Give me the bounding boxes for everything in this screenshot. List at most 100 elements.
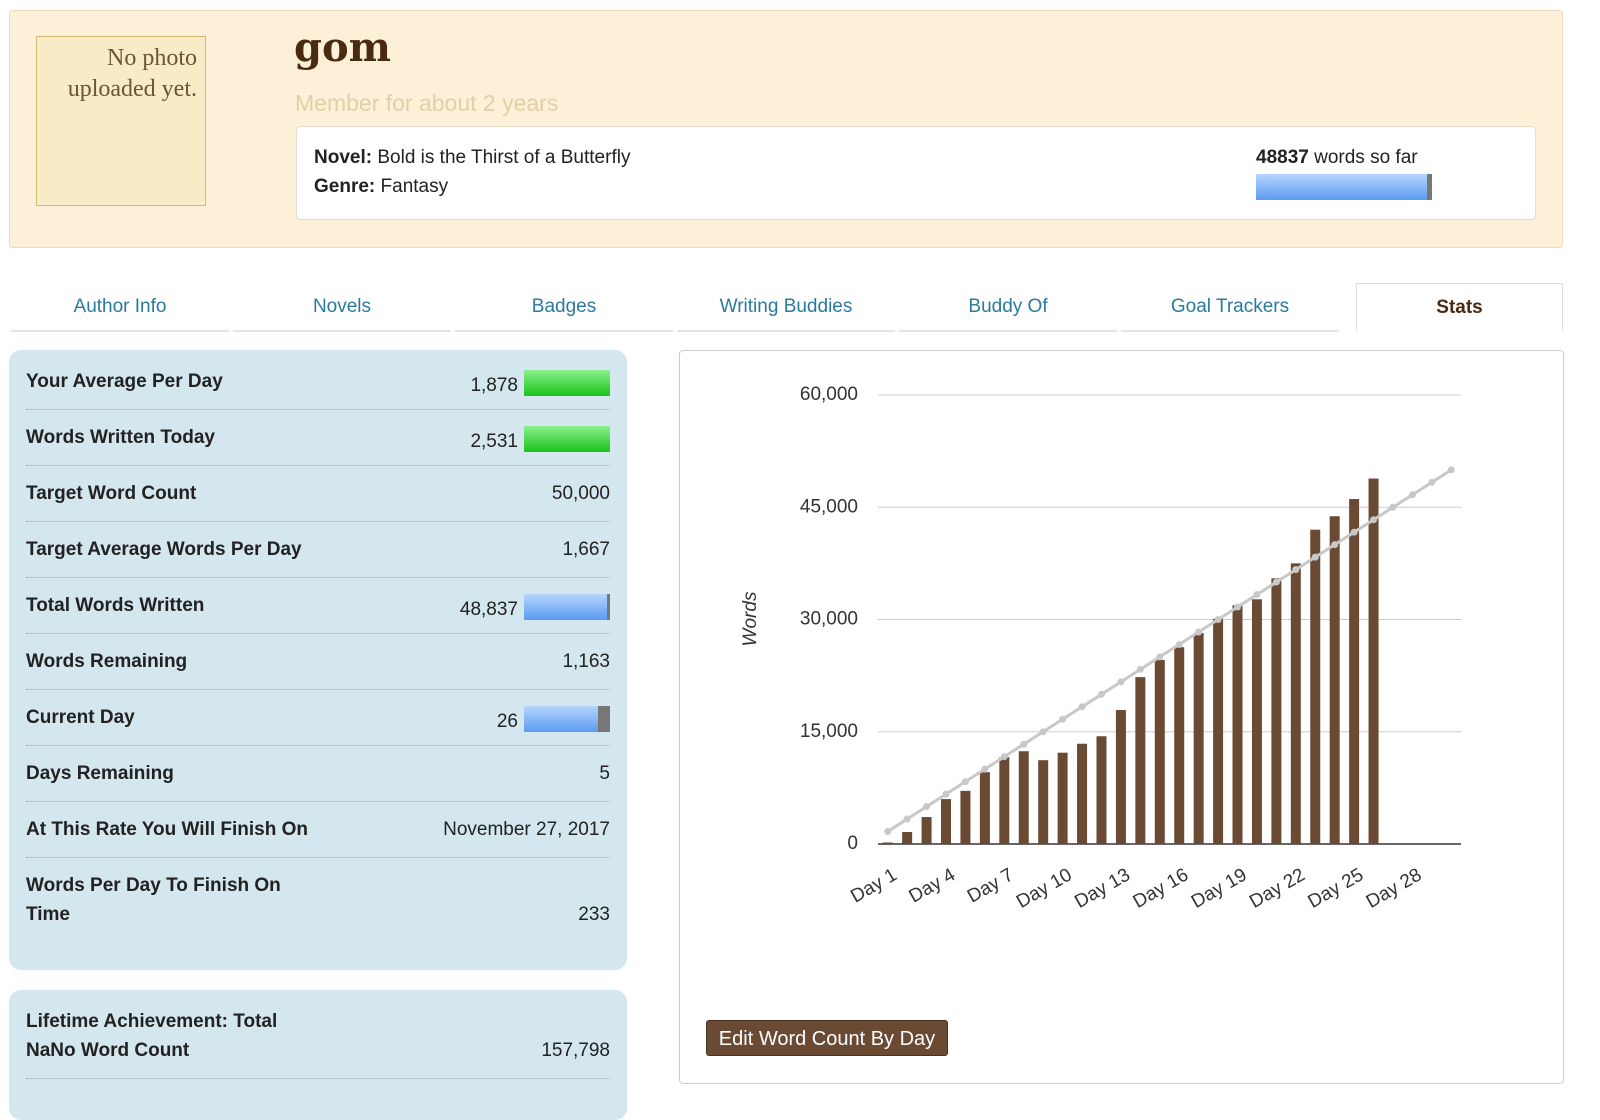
tab[interactable]: Novels <box>233 283 451 332</box>
stat-value: 1,667 <box>562 539 610 560</box>
target-point <box>1020 740 1028 748</box>
bar <box>1115 710 1126 844</box>
stat-row: Words Written Today 2,531 <box>26 410 610 466</box>
genre-line: Genre: Fantasy <box>314 176 448 198</box>
novel-box: Novel: Bold is the Thirst of a Butterfly… <box>296 126 1536 220</box>
edit-button[interactable]: Edit Word Count By Day <box>706 1020 948 1056</box>
tab[interactable]: Author Info <box>11 283 229 332</box>
stat-bar <box>524 426 610 452</box>
stat-label: Words Per Day To Finish On Time <box>26 875 281 925</box>
y-tick-label: 0 <box>847 833 858 854</box>
target-point <box>1272 578 1280 586</box>
target-point <box>1059 715 1067 723</box>
target-point <box>1370 516 1378 524</box>
target-point <box>1039 728 1047 736</box>
target-point <box>1389 503 1397 511</box>
stat-label: Target Average Words Per Day <box>26 539 302 560</box>
target-point <box>923 803 931 811</box>
stat-value-cell: 1,163 <box>562 647 610 676</box>
y-tick-label: 45,000 <box>800 496 858 517</box>
target-point <box>1175 640 1183 648</box>
stat-value-cell: November 27, 2017 <box>443 815 610 844</box>
tab[interactable]: Stats <box>1356 283 1563 331</box>
stat-label: Lifetime Achievement: Total NaNo Word Co… <box>26 1011 278 1061</box>
target-point <box>1447 466 1455 474</box>
target-point <box>1331 541 1339 549</box>
bar <box>1018 751 1029 844</box>
target-point <box>1078 703 1086 711</box>
stat-row: Current Day 26 <box>26 690 610 746</box>
stat-value-cell: 2,531 <box>470 423 610 452</box>
stats-panel: Your Average Per Day 1,878 Words Written T… <box>9 350 627 970</box>
bar <box>1232 605 1243 844</box>
bar <box>979 772 990 844</box>
bar <box>921 817 932 844</box>
bar <box>1096 736 1107 844</box>
bar <box>1193 632 1204 844</box>
stat-value: November 27, 2017 <box>443 819 610 840</box>
y-tick-label: 60,000 <box>800 384 858 405</box>
stat-value: 48,837 <box>459 599 518 620</box>
target-point <box>1350 528 1358 536</box>
stat-row: Target Word Count 50,000 <box>26 466 610 522</box>
lifetime-panel: Lifetime Achievement: Total NaNo Word Co… <box>9 990 627 1120</box>
target-point <box>1117 678 1125 686</box>
bar <box>1213 618 1224 844</box>
stat-label: Total Words Written <box>26 595 205 616</box>
x-tick-label: Day 13 <box>1071 864 1134 912</box>
target-point <box>1136 665 1144 673</box>
member-since: Member for about 2 years <box>295 90 559 116</box>
bar <box>1349 499 1360 844</box>
x-tick-label: Day 16 <box>1130 864 1193 912</box>
stat-value: 233 <box>578 904 610 925</box>
novel-title[interactable]: Bold is the Thirst of a Butterfly <box>377 147 631 168</box>
bar <box>1368 478 1379 844</box>
stat-value: 2,531 <box>470 431 518 452</box>
bar <box>1329 516 1340 844</box>
target-point <box>961 778 969 786</box>
target-point <box>1311 553 1319 561</box>
stat-row: Words Remaining 1,163 <box>26 634 610 690</box>
author-name: gom <box>294 24 391 71</box>
profile-photo: No photo uploaded yet. <box>36 36 206 206</box>
stat-row: Your Average Per Day 1,878 <box>26 354 610 410</box>
target-point <box>981 765 989 773</box>
stat-value-cell: 1,878 <box>470 367 610 396</box>
tab[interactable]: Badges <box>455 283 673 332</box>
chart-box: Words 0 15,000 30,000 45,000 60,000 Day 1 Day … <box>679 350 1564 1084</box>
stat-value-cell: 233 <box>578 871 610 929</box>
bar <box>1154 659 1165 844</box>
stat-row: Days Remaining 5 <box>26 746 610 802</box>
target-point <box>1292 566 1300 574</box>
x-tick-label: Day 1 <box>847 864 900 907</box>
stat-label: At This Rate You Will Finish On <box>26 819 309 840</box>
bar <box>1271 578 1282 844</box>
bar <box>882 842 893 844</box>
stat-value: 26 <box>496 711 518 732</box>
stat-label: Current Day <box>26 707 135 728</box>
tab[interactable]: Goal Trackers <box>1121 283 1339 332</box>
stat-value-cell: 157,798 <box>541 1007 610 1065</box>
bar <box>1174 647 1185 844</box>
stat-value: 50,000 <box>551 483 610 504</box>
bar <box>1290 563 1301 844</box>
stat-label: Your Average Per Day <box>26 371 223 392</box>
stat-bar <box>524 706 610 732</box>
x-tick-label: Day 4 <box>906 864 960 907</box>
genre-label: Genre: <box>314 176 376 197</box>
target-point <box>1214 616 1222 623</box>
bar <box>960 790 971 844</box>
y-tick-label: 30,000 <box>800 609 858 630</box>
stat-row: Words Per Day To Finish On Time 233 <box>26 858 610 942</box>
word-count-value: 48837 <box>1256 147 1309 168</box>
bar <box>902 832 913 844</box>
stat-value-cell: 5 <box>599 759 610 788</box>
tab[interactable]: Writing Buddies <box>677 283 895 332</box>
stat-label: Words Written Today <box>26 427 215 448</box>
x-tick-label: Day 22 <box>1246 864 1309 912</box>
tab[interactable]: Buddy Of <box>899 283 1117 332</box>
stat-value: 5 <box>599 763 610 784</box>
target-point <box>1408 491 1416 499</box>
